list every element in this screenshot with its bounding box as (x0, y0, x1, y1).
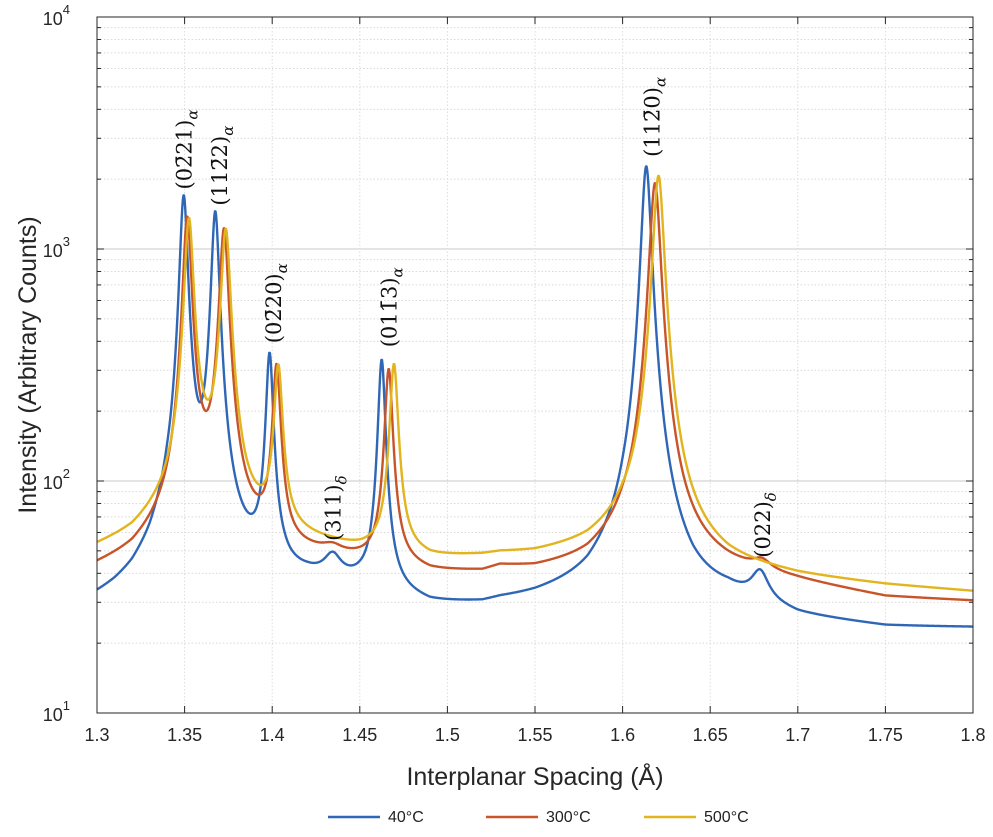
y-tick-label: 104 (43, 2, 70, 29)
peak-label-indices: (02̄20) (262, 273, 286, 343)
legend-label: 300°C (546, 809, 591, 826)
peak-label-phase: δ (762, 492, 780, 501)
peak-label-indices: (112̄0) (641, 87, 665, 157)
peak-annotations: (02̄21)α(112̄2)α(02̄20)α(311)δ(011̄3)α(1… (173, 77, 780, 558)
y-tick-label: 103 (43, 234, 70, 261)
y-axis-label: Intensity (Arbitrary Counts) (14, 216, 42, 513)
peak-label-phase: α (184, 110, 202, 120)
series-lines (96, 165, 974, 628)
x-tick-label: 1.3 (84, 725, 109, 745)
peak-label-indices: (02̄21) (173, 120, 197, 190)
peak-label: (02̄21)α (173, 110, 202, 190)
x-tick-label: 1.5 (435, 725, 460, 745)
peak-label: (022)δ (751, 492, 780, 558)
peak-label: (311)δ (322, 475, 351, 541)
legend: 40°C 300°C 500°C (328, 809, 749, 826)
series-line (96, 174, 974, 592)
y-tick-exponent: 3 (63, 234, 70, 249)
peak-label-indices: (022) (751, 501, 775, 557)
series-line (96, 165, 974, 628)
series-line (96, 182, 974, 602)
x-tick-label: 1.6 (610, 725, 635, 745)
x-tick-label: 1.8 (960, 725, 985, 745)
peak-label-indices: (311) (322, 484, 346, 540)
peak-label-phase: α (652, 77, 670, 87)
peak-label-indices: (112̄2) (208, 136, 232, 206)
peak-label: (02̄20)α (262, 263, 291, 343)
x-tick-label: 1.65 (693, 725, 728, 745)
x-tick-label: 1.75 (868, 725, 903, 745)
peak-label-phase: α (219, 126, 237, 136)
peak-label: (112̄2)α (208, 126, 237, 206)
peak-label-phase: δ (333, 475, 351, 484)
y-tick-label: 101 (43, 698, 70, 725)
x-tick-label: 1.55 (517, 725, 552, 745)
y-tick-label: 102 (43, 466, 70, 493)
y-tick-exponent: 1 (63, 698, 70, 713)
peak-label-phase: α (389, 267, 407, 277)
x-tick-label: 1.35 (167, 725, 202, 745)
legend-label: 500°C (704, 809, 749, 826)
y-tick-exponent: 4 (63, 2, 70, 17)
y-tick-exponent: 2 (63, 466, 70, 481)
legend-label: 40°C (388, 809, 424, 826)
x-tick-label: 1.7 (785, 725, 810, 745)
peak-label: (011̄3)α (378, 267, 407, 347)
x-tick-label: 1.4 (260, 725, 285, 745)
peak-label-phase: α (273, 263, 291, 273)
x-tick-label: 1.45 (342, 725, 377, 745)
x-axis-label: Interplanar Spacing (Å) (406, 761, 663, 791)
peak-label: (112̄0)α (641, 77, 670, 157)
peak-label-indices: (011̄3) (378, 277, 402, 347)
